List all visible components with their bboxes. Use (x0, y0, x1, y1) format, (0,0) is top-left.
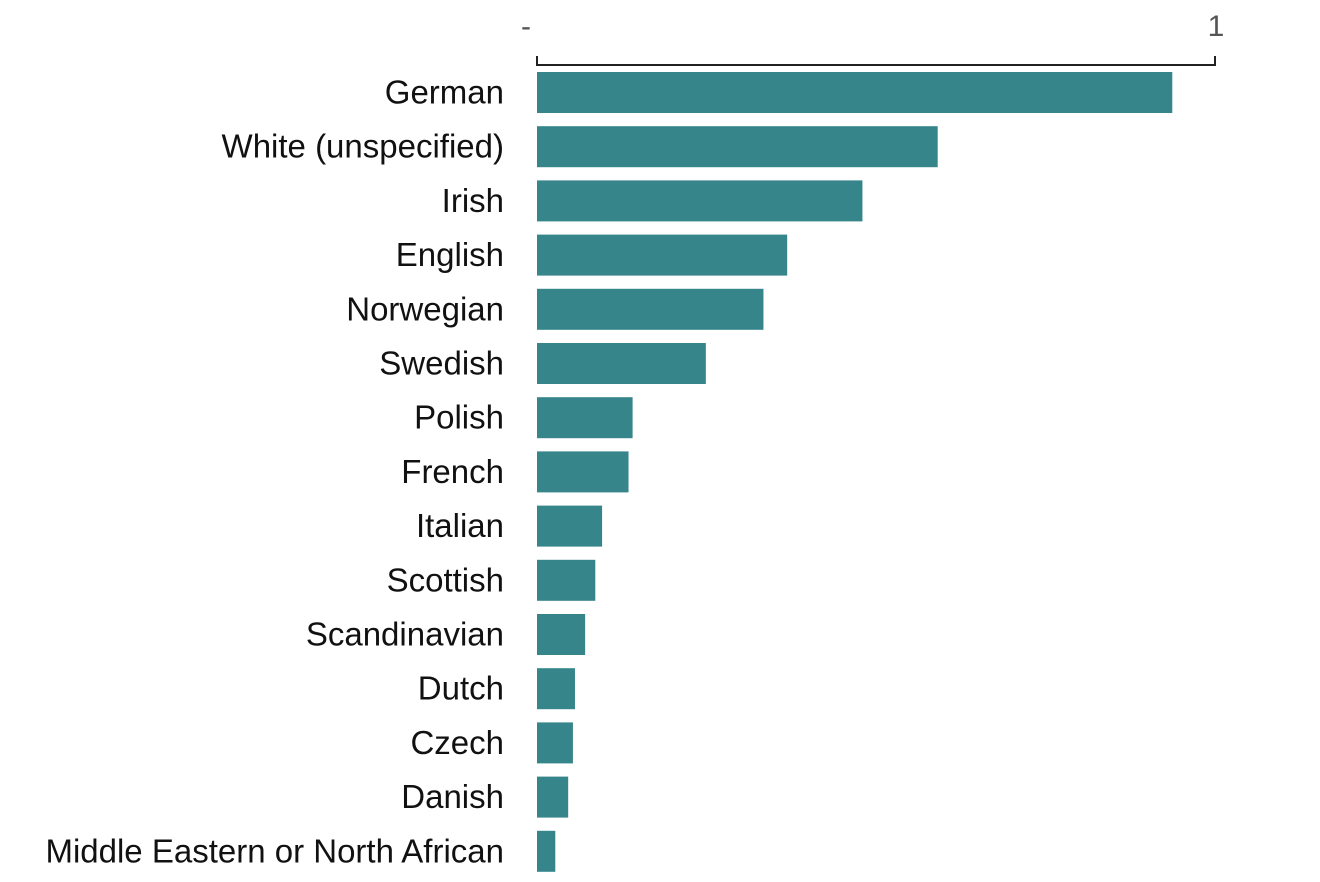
category-labels: German White (unspecified) Irish English Nor… (45, 74, 504, 870)
category-label: Scottish (387, 561, 504, 598)
x-axis-line (536, 56, 1216, 66)
category-label: Swedish (379, 345, 504, 382)
bar (537, 505, 603, 547)
bars (537, 72, 1173, 872)
bar (537, 559, 596, 601)
bar (537, 451, 629, 493)
bar (537, 234, 788, 276)
bar (537, 180, 863, 222)
bar (537, 126, 938, 168)
category-label: White (unspecified) (222, 128, 504, 165)
category-label: Middle Eastern or North African (45, 832, 504, 869)
category-label: English (396, 236, 504, 273)
x-tick-label: - (521, 10, 531, 43)
bar (537, 72, 1173, 113)
category-label: Norwegian (346, 290, 504, 327)
bar (537, 722, 573, 764)
category-label: Dutch (418, 670, 504, 707)
bar (537, 668, 575, 710)
bar (537, 397, 633, 439)
bar (537, 614, 586, 655)
bar (537, 830, 556, 872)
bar (537, 343, 706, 384)
bar (537, 776, 569, 818)
category-label: Irish (442, 182, 504, 219)
category-label: Scandinavian (306, 616, 504, 653)
x-tick-label: 1 (1208, 10, 1225, 43)
category-label: Czech (410, 724, 504, 761)
category-label: Italian (416, 507, 504, 544)
category-label: Polish (414, 399, 504, 436)
x-axis: -1 (521, 10, 1225, 66)
bar (537, 288, 764, 330)
category-label: French (401, 453, 504, 490)
category-label: Danish (401, 778, 504, 815)
category-label: German (385, 74, 504, 111)
